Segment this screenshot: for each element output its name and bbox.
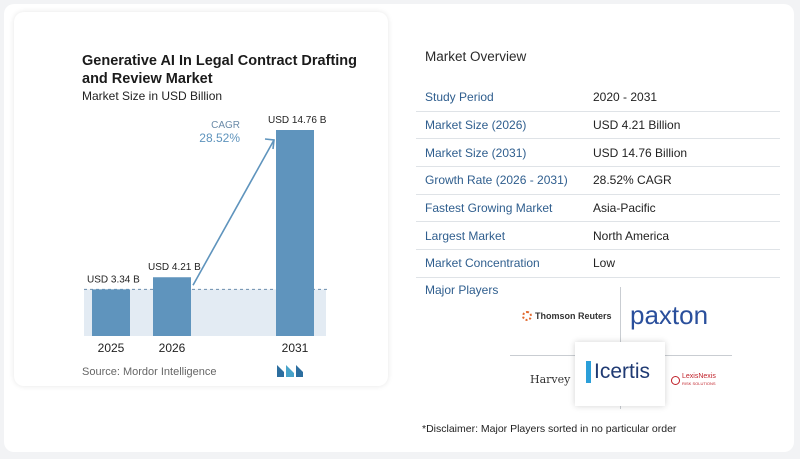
overview-row: Study Period 2020 - 2031 <box>416 84 780 112</box>
data-label: USD 4.21 B <box>148 262 201 273</box>
chart-title: Generative AI In Legal Contract Drafting… <box>82 53 358 87</box>
data-label: USD 3.34 B <box>87 274 140 285</box>
x-tick-label: 2026 <box>159 341 186 355</box>
overview-table: Study Period 2020 - 2031 Market Size (2026… <box>416 84 780 278</box>
cagr-label: CAGR <box>211 120 240 131</box>
overview-row: Market Size (2026) USD 4.21 Billion <box>416 111 780 140</box>
players-divider <box>620 406 621 409</box>
bar-2025 <box>92 289 130 336</box>
growth-arrow <box>192 139 275 286</box>
overview-row: Growth Rate (2026 - 2031) 28.52% CAGR <box>416 166 780 195</box>
icertis-label: Icertis <box>594 360 651 383</box>
overview-value: Low <box>593 249 780 278</box>
bar-chart: 2025 USD 3.34 B 2026 USD 4.21 B 2031 USD 14.7… <box>84 115 328 355</box>
icertis-icon <box>586 361 591 383</box>
source-note: Source: Mordor Intelligence <box>82 366 217 378</box>
overview-key: Market Concentration <box>416 249 593 278</box>
thomson-reuters-icon <box>522 311 532 321</box>
lexisnexis-sublabel: RISK SOLUTIONS <box>682 381 716 386</box>
overview-row: Largest Market North America <box>416 221 780 251</box>
thomson-reuters-label: Thomson Reuters <box>535 311 612 321</box>
overview-key: Market Size (2031) <box>416 138 593 168</box>
overview-key: Largest Market <box>416 221 593 251</box>
chart-subtitle: Market Size in USD Billion <box>82 89 223 103</box>
overview-row: Market Concentration Low <box>416 249 780 278</box>
overview-key: Fastest Growing Market <box>416 194 593 223</box>
overview-key: Growth Rate (2026 - 2031) <box>416 166 593 195</box>
overview-value: North America <box>593 221 780 251</box>
lexisnexis-icon <box>671 375 680 385</box>
overview-value: USD 4.21 Billion <box>593 111 780 140</box>
overview-row: Market Size (2031) USD 14.76 Billion <box>416 138 780 168</box>
bar-2031 <box>276 130 314 336</box>
overview-key: Study Period <box>416 84 593 112</box>
overview-value: 2020 - 2031 <box>593 84 780 112</box>
x-tick-label: 2025 <box>98 341 125 355</box>
bar-2026 <box>153 277 191 336</box>
players-divider <box>620 287 621 343</box>
data-label: USD 14.76 B <box>268 115 327 126</box>
paxton-logo: paxton <box>630 300 709 330</box>
overview-row: Fastest Growing Market Asia-Pacific <box>416 194 780 223</box>
overview-value: USD 14.76 Billion <box>593 138 780 168</box>
thomson-reuters-logo: Thomson Reuters <box>522 311 612 321</box>
growth-arrow-head-icon <box>264 138 275 150</box>
players-title: Major Players <box>425 283 499 297</box>
overview-value: 28.52% CAGR <box>593 166 780 195</box>
overview-value: Asia-Pacific <box>593 194 780 223</box>
lexisnexis-logo: LexisNexis RISK SOLUTIONS <box>671 373 716 387</box>
mordor-logo-icon <box>277 365 303 377</box>
lexisnexis-label: LexisNexis <box>682 373 716 380</box>
overview-key: Market Size (2026) <box>416 111 593 140</box>
icertis-logo: Icertis <box>586 360 650 384</box>
x-tick-label: 2031 <box>282 341 309 355</box>
overview-title: Market Overview <box>425 49 527 64</box>
disclaimer: *Disclaimer: Major Players sorted in no … <box>422 423 677 435</box>
harvey-logo: Harvey <box>530 373 571 386</box>
cagr-value: 28.52% <box>199 131 240 145</box>
